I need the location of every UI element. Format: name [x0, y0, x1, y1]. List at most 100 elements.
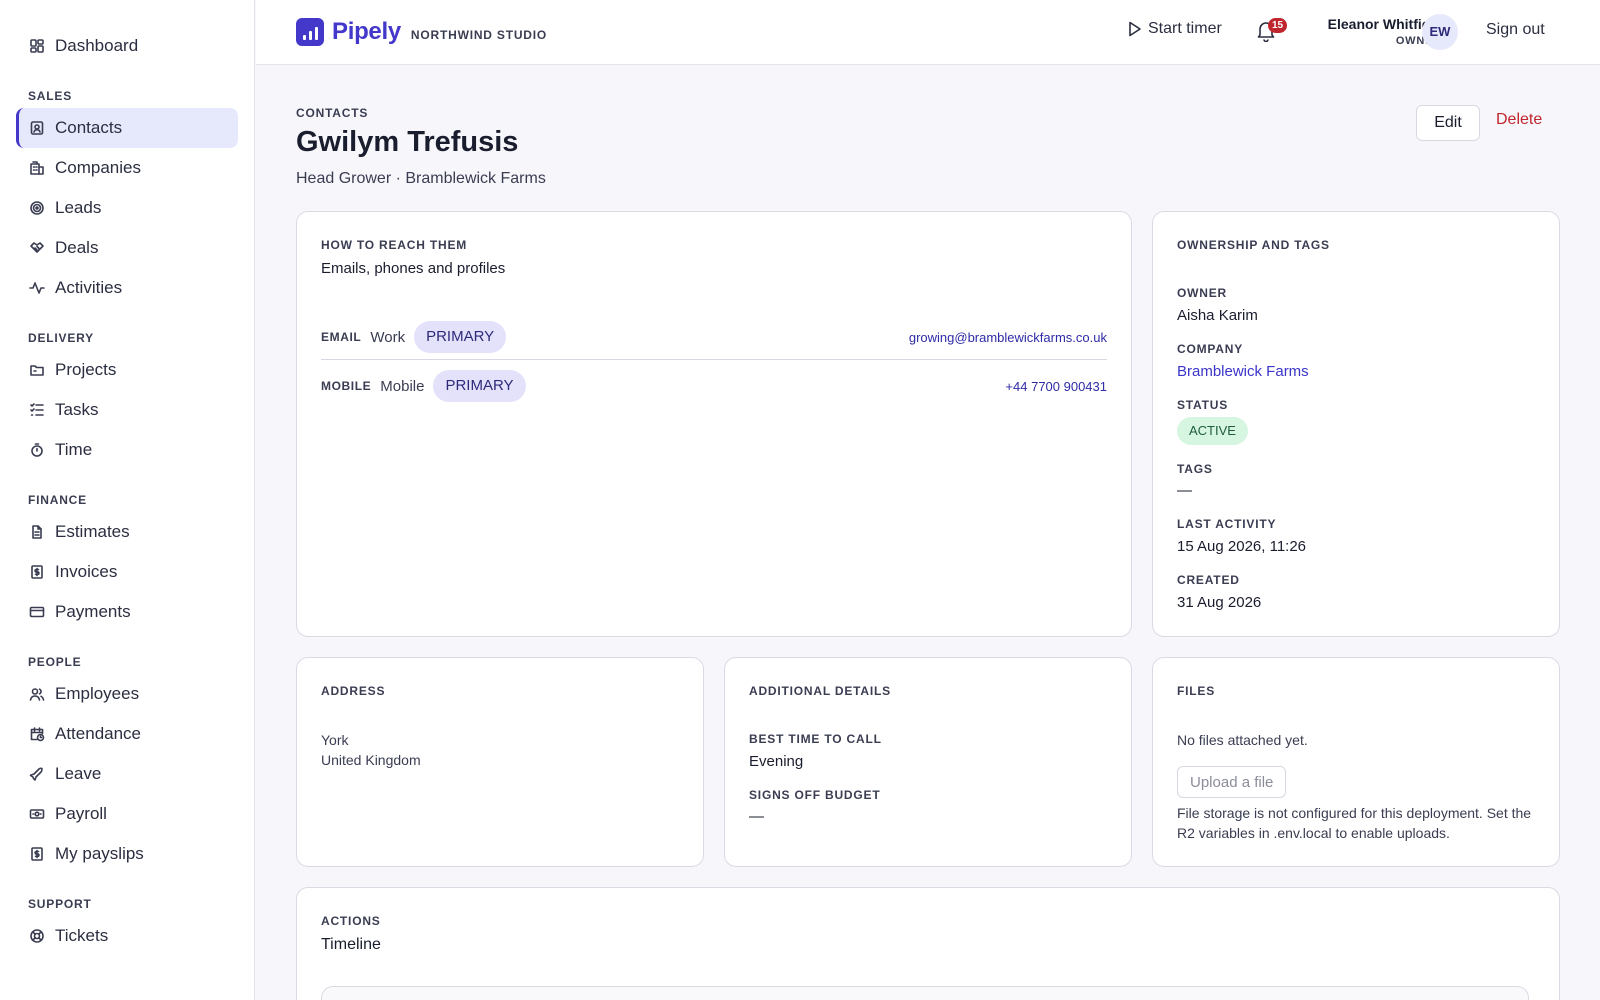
sidebar-item-my-payslips[interactable]: My payslips: [16, 834, 238, 874]
address-city: York: [321, 732, 349, 748]
address-card: ADDRESS York United Kingdom: [296, 657, 704, 867]
owner-value: Aisha Karim: [1177, 307, 1258, 324]
email-row: EMAIL Work PRIMARY growing@bramblewickfa…: [321, 315, 1107, 359]
brand-name: Pipely: [332, 18, 401, 45]
card-eyebrow: HOW TO REACH THEM: [321, 238, 468, 252]
users-icon: [29, 686, 45, 702]
sidebar-item-deals[interactable]: Deals: [16, 228, 238, 268]
contacts-icon: [29, 120, 45, 136]
mobile-row: MOBILE Mobile PRIMARY +44 7700 900431: [321, 364, 1107, 408]
invoice-icon: [29, 564, 45, 580]
contact-kind: MOBILE: [321, 379, 372, 393]
building-icon: [29, 160, 45, 176]
lifebuoy-icon: [29, 928, 45, 944]
sidebar-item-tasks[interactable]: Tasks: [16, 390, 238, 430]
contact-label: Mobile: [380, 377, 425, 395]
sidebar-item-label: Tickets: [55, 926, 109, 945]
email-link[interactable]: growing@bramblewickfarms.co.uk: [908, 329, 1107, 345]
sidebar-item-label: Activities: [55, 278, 123, 297]
contact-label: Work: [370, 328, 406, 346]
play-icon: [1129, 21, 1141, 37]
sidebar-item-label: Deals: [55, 238, 99, 257]
target-icon: [29, 200, 45, 216]
sidebar-item-estimates[interactable]: Estimates: [16, 512, 238, 552]
card-icon: [29, 604, 45, 620]
top-bar: Pipely NORTHWIND STUDIO Start timer 15 E…: [256, 0, 1600, 65]
card-eyebrow: ACTIONS: [321, 914, 381, 928]
sign-out-button[interactable]: Sign out: [1486, 21, 1545, 38]
contact-kind: EMAIL: [321, 330, 362, 344]
card-eyebrow: OWNERSHIP AND TAGS: [1177, 238, 1330, 252]
sidebar-item-label: Companies: [55, 158, 141, 177]
payslip-icon: [29, 846, 45, 862]
sidebar-item-payroll[interactable]: Payroll: [16, 794, 238, 834]
sidebar-item-attendance[interactable]: Attendance: [16, 714, 238, 754]
sidebar-item-leave[interactable]: Leave: [16, 754, 238, 794]
sidebar: Dashboard SALES Contacts Companies Leads…: [0, 0, 255, 1000]
upload-file-button[interactable]: Upload a file: [1177, 766, 1287, 798]
sidebar-item-payments[interactable]: Payments: [16, 592, 238, 632]
nav-section-people: PEOPLE: [28, 655, 82, 669]
sidebar-item-employees[interactable]: Employees: [16, 674, 238, 714]
sidebar-item-invoices[interactable]: Invoices: [16, 552, 238, 592]
sidebar-item-label: Invoices: [55, 562, 118, 581]
owner-label: OWNER: [1177, 286, 1227, 300]
company-label: COMPANY: [1177, 342, 1244, 356]
organization-name: NORTHWIND STUDIO: [410, 28, 548, 42]
actions-card: ACTIONS Timeline: [296, 887, 1560, 1000]
card-eyebrow: ADDRESS: [321, 684, 386, 698]
sidebar-item-label: Projects: [55, 360, 117, 379]
document-icon: [29, 524, 45, 540]
checklist-icon: [29, 402, 45, 418]
sidebar-item-label: Payroll: [55, 804, 107, 823]
nav-section-support: SUPPORT: [28, 897, 92, 911]
user-name: Eleanor Whitfield: [1327, 16, 1442, 32]
sidebar-item-time[interactable]: Time: [16, 430, 238, 470]
last-activity-value: 15 Aug 2026, 11:26: [1177, 538, 1307, 555]
files-card: FILES No files attached yet. Upload a fi…: [1152, 657, 1560, 867]
sidebar-item-dashboard[interactable]: Dashboard: [16, 26, 238, 66]
sidebar-item-tickets[interactable]: Tickets: [16, 916, 238, 956]
phone-link[interactable]: +44 7700 900431: [1005, 378, 1107, 394]
plane-icon: [29, 766, 45, 782]
handshake-icon: [29, 240, 45, 256]
page-title: Gwilym Trefusis: [296, 126, 519, 158]
status-label: STATUS: [1177, 398, 1229, 412]
breadcrumb[interactable]: CONTACTS: [296, 106, 369, 120]
sidebar-item-label: Estimates: [55, 522, 130, 541]
last-activity-label: LAST ACTIVITY: [1177, 517, 1277, 531]
card-eyebrow: ADDITIONAL DETAILS: [749, 684, 891, 698]
page-subtitle: Head Grower · Bramblewick Farms: [296, 170, 546, 187]
start-timer-button[interactable]: Start timer: [1128, 20, 1222, 38]
avatar[interactable]: EW: [1422, 14, 1458, 50]
reach-card: HOW TO REACH THEM Emails, phones and pro…: [296, 211, 1132, 637]
sidebar-item-label: My payslips: [55, 844, 144, 863]
row-divider: [321, 359, 1107, 360]
tags-label: TAGS: [1177, 462, 1213, 476]
sidebar-item-projects[interactable]: Projects: [16, 350, 238, 390]
signs-off-budget-label: SIGNS OFF BUDGET: [749, 788, 881, 802]
notifications-button[interactable]: 15: [1256, 18, 1287, 44]
files-storage-note: File storage is not configured for this …: [1177, 805, 1532, 841]
address-country: United Kingdom: [321, 752, 421, 768]
sidebar-item-label: Tasks: [55, 400, 99, 419]
notification-count-badge: 15: [1268, 18, 1287, 33]
sidebar-item-activities[interactable]: Activities: [16, 268, 238, 308]
nav-section-finance: FINANCE: [28, 493, 87, 507]
sidebar-item-leads[interactable]: Leads: [16, 188, 238, 228]
delete-button[interactable]: Delete: [1496, 111, 1543, 128]
sidebar-item-companies[interactable]: Companies: [16, 148, 238, 188]
stopwatch-icon: [29, 442, 45, 458]
sidebar-item-contacts[interactable]: Contacts: [16, 108, 238, 148]
sidebar-item-label: Time: [55, 440, 93, 459]
brand[interactable]: Pipely NORTHWIND STUDIO: [296, 18, 547, 46]
calendar-clock-icon: [29, 726, 45, 742]
best-time-label: BEST TIME TO CALL: [749, 732, 882, 746]
nav-section-sales: SALES: [28, 89, 73, 103]
edit-button[interactable]: Edit: [1416, 105, 1480, 141]
company-link[interactable]: Bramblewick Farms: [1177, 363, 1309, 380]
additional-details-card: ADDITIONAL DETAILS BEST TIME TO CALL Eve…: [724, 657, 1132, 867]
bar-chart-logo-icon: [296, 18, 324, 46]
best-time-value: Evening: [749, 753, 804, 770]
nav-section-delivery: DELIVERY: [28, 331, 94, 345]
